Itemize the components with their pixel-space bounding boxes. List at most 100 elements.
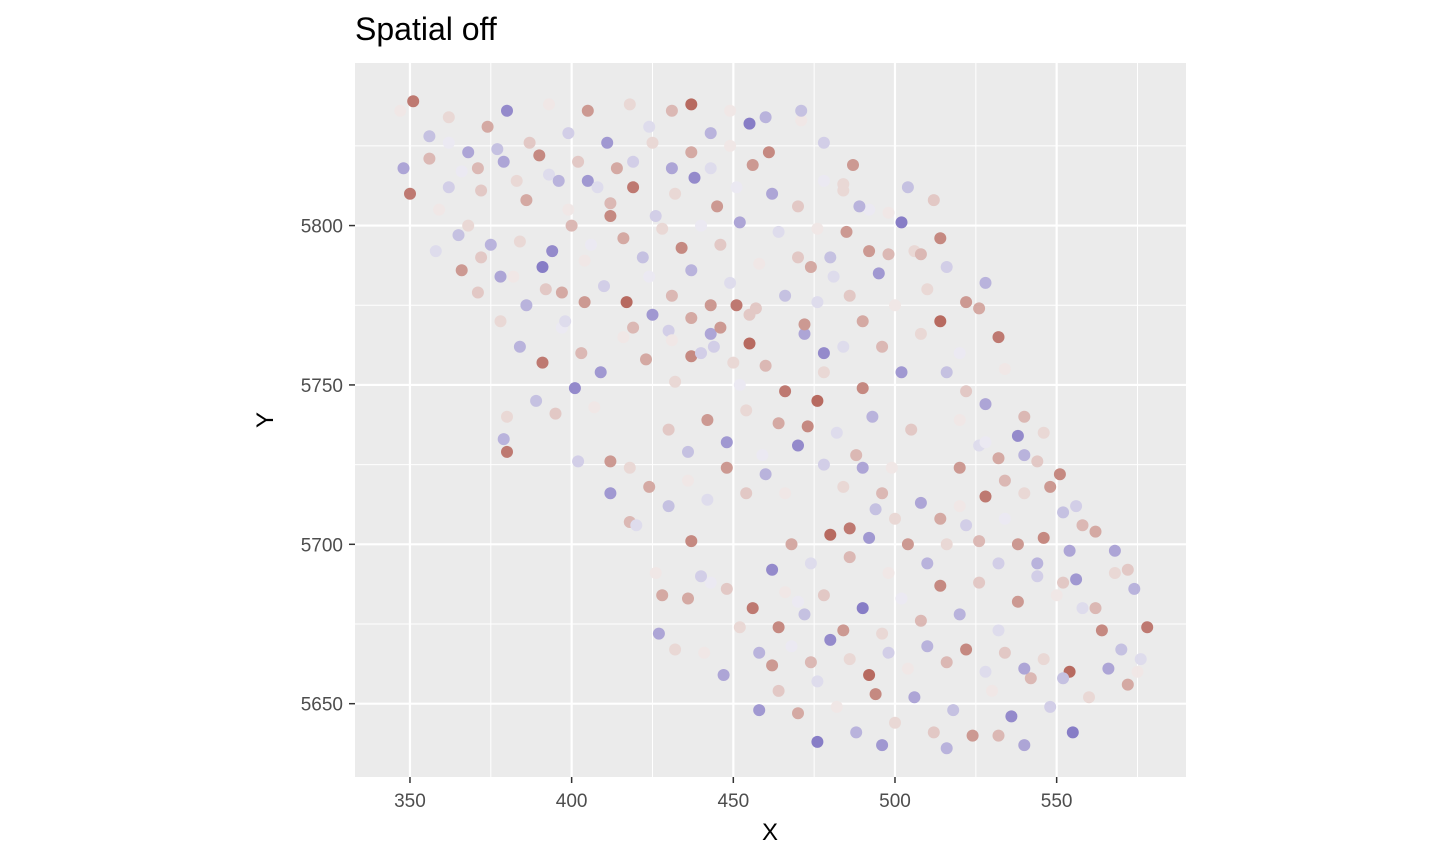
data-point: [824, 633, 837, 646]
data-point: [682, 445, 694, 458]
data-point: [811, 296, 824, 309]
data-point: [1018, 487, 1031, 500]
data-point: [979, 436, 992, 449]
data-point: [795, 114, 808, 127]
data-point: [559, 315, 572, 328]
data-point: [646, 136, 659, 149]
data-point: [1037, 653, 1050, 666]
data-point: [992, 729, 1005, 742]
data-point: [1076, 602, 1089, 615]
data-point: [643, 120, 656, 133]
data-point: [876, 739, 889, 752]
data-point: [940, 656, 953, 669]
data-point: [730, 299, 743, 312]
data-point: [953, 461, 966, 474]
data-point: [1057, 576, 1070, 589]
data-point: [1115, 643, 1128, 656]
data-point: [1108, 544, 1121, 557]
data-point: [934, 315, 947, 328]
data-point: [979, 398, 992, 411]
data-point: [804, 656, 817, 669]
data-point: [811, 394, 824, 407]
data-point: [869, 503, 882, 516]
data-point: [749, 302, 762, 315]
data-point: [785, 538, 798, 551]
data-point: [581, 104, 594, 117]
data-point: [407, 95, 420, 108]
data-point: [549, 407, 562, 420]
data-point: [643, 480, 656, 493]
y-axis-label: Y: [252, 412, 279, 428]
chart-title: Spatial off: [355, 11, 497, 47]
data-point: [481, 120, 494, 133]
data-point: [1005, 710, 1018, 723]
data-point: [746, 159, 759, 171]
data-point: [491, 143, 504, 156]
data-point: [714, 321, 727, 334]
data-point: [966, 729, 979, 742]
data-point: [536, 356, 549, 369]
data-point: [804, 557, 817, 570]
data-point: [507, 270, 520, 283]
data-point: [627, 321, 640, 334]
data-point: [882, 206, 895, 219]
data-point: [669, 375, 682, 388]
data-point: [1018, 662, 1031, 675]
data-point: [543, 168, 555, 181]
data-point: [665, 104, 678, 117]
data-point: [759, 468, 772, 481]
data-point: [843, 522, 856, 535]
data-point: [830, 426, 843, 439]
data-point: [604, 197, 617, 210]
data-point: [866, 410, 879, 423]
data-point: [927, 194, 940, 207]
data-point: [850, 726, 863, 739]
data-point: [1031, 557, 1044, 570]
data-point: [669, 643, 682, 656]
x-tick-label: 450: [717, 791, 749, 812]
data-point: [960, 385, 973, 398]
data-point: [701, 414, 714, 426]
data-point: [1037, 531, 1050, 544]
data-point: [837, 624, 850, 637]
data-point: [575, 347, 588, 360]
data-point: [520, 194, 533, 207]
data-point: [882, 248, 895, 261]
data-point: [772, 417, 785, 430]
data-point: [992, 624, 1005, 637]
data-point: [817, 366, 830, 379]
data-point: [1089, 525, 1102, 538]
data-point: [1070, 500, 1083, 513]
data-point: [953, 347, 966, 360]
data-point: [740, 487, 753, 500]
data-point: [885, 461, 898, 474]
data-point: [756, 449, 769, 462]
data-point: [1057, 672, 1070, 685]
y-tick-label: 5750: [301, 376, 343, 397]
data-point: [1128, 582, 1141, 595]
y-tick-label: 5700: [301, 535, 343, 556]
data-point: [960, 296, 973, 309]
data-point: [740, 404, 753, 417]
data-point: [973, 576, 986, 589]
data-point: [869, 688, 882, 701]
data-point: [876, 487, 889, 500]
data-point: [497, 433, 510, 446]
data-point: [523, 136, 536, 149]
data-point: [779, 289, 792, 302]
data-point: [824, 528, 837, 541]
data-point: [714, 238, 727, 251]
data-point: [701, 493, 714, 506]
data-point: [1102, 662, 1115, 675]
data-point: [594, 366, 607, 379]
y-axis-ticks: 5650 5700 5750 5800: [301, 217, 355, 716]
data-point: [856, 315, 869, 328]
data-point: [779, 586, 792, 599]
x-tick-label: 550: [1041, 791, 1073, 812]
data-point: [889, 716, 901, 729]
data-point: [733, 378, 746, 391]
data-point: [998, 474, 1011, 487]
data-point: [455, 264, 468, 277]
data-point: [889, 299, 901, 312]
data-point: [471, 286, 484, 299]
